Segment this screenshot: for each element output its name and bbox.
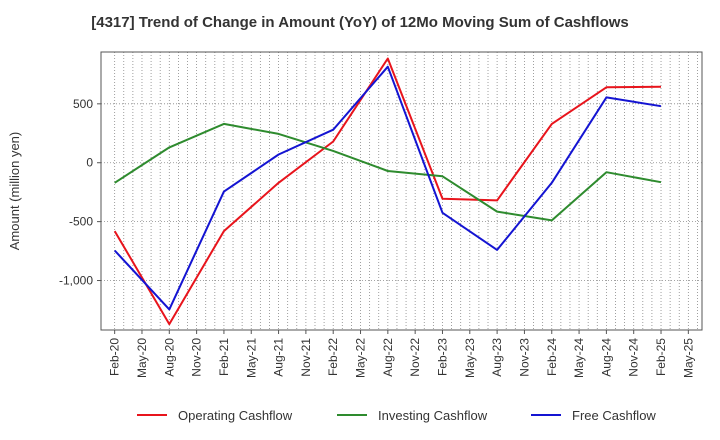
x-axis-ticks: Feb-20 May-20 Aug-20 Nov-20 Feb-21 May-21 Aug-… [108,330,695,378]
x-tick-label: Nov-23 [517,338,531,377]
x-tick-label: Feb-24 [545,338,559,376]
x-tick-label: Aug-23 [490,338,504,377]
series-line-investing-cashflow [114,122,662,222]
x-tick-label: Nov-24 [627,338,641,377]
y-tick-label: -500 [69,215,93,229]
x-tick-label: Aug-21 [272,338,286,377]
x-tick-label: May-22 [354,338,368,378]
x-tick-label: Feb-20 [108,338,122,376]
series-line-free-cashflow [113,65,662,311]
legend-label: Investing Cashflow [378,408,488,423]
y-axis-title: Amount (million yen) [7,132,22,251]
grid-lines [101,52,702,330]
x-tick-label: Feb-22 [326,338,340,376]
x-tick-label: May-25 [681,338,695,378]
y-axis-ticks: 500 0 -500 -1,000 [59,97,101,288]
x-tick-label: Nov-21 [299,338,313,377]
x-tick-label: May-20 [135,338,149,378]
x-tick-label: Nov-20 [190,338,204,377]
legend-label: Free Cashflow [572,408,656,423]
plot-area [100,51,703,331]
x-tick-label: Aug-22 [381,338,395,377]
x-tick-label: Aug-24 [599,338,613,377]
x-tick-label: Nov-22 [408,338,422,377]
x-tick-label: Feb-21 [217,338,231,376]
y-tick-label: 0 [86,156,93,170]
y-tick-label: 500 [73,97,93,111]
x-tick-label: Feb-23 [435,338,449,376]
chart-title: [4317] Trend of Change in Amount (YoY) o… [91,14,629,31]
series-lines [113,57,662,326]
series-line-operating-cashflow [113,57,662,326]
x-tick-label: May-24 [572,338,586,378]
y-tick-label: -1,000 [59,274,93,288]
x-tick-label: May-21 [244,338,258,378]
legend-label: Operating Cashflow [178,408,293,423]
legend: Operating Cashflow Investing Cashflow Free… [137,408,656,423]
x-tick-label: Feb-25 [654,338,668,376]
x-tick-label: May-23 [463,338,477,378]
x-tick-label: Aug-20 [162,338,176,377]
